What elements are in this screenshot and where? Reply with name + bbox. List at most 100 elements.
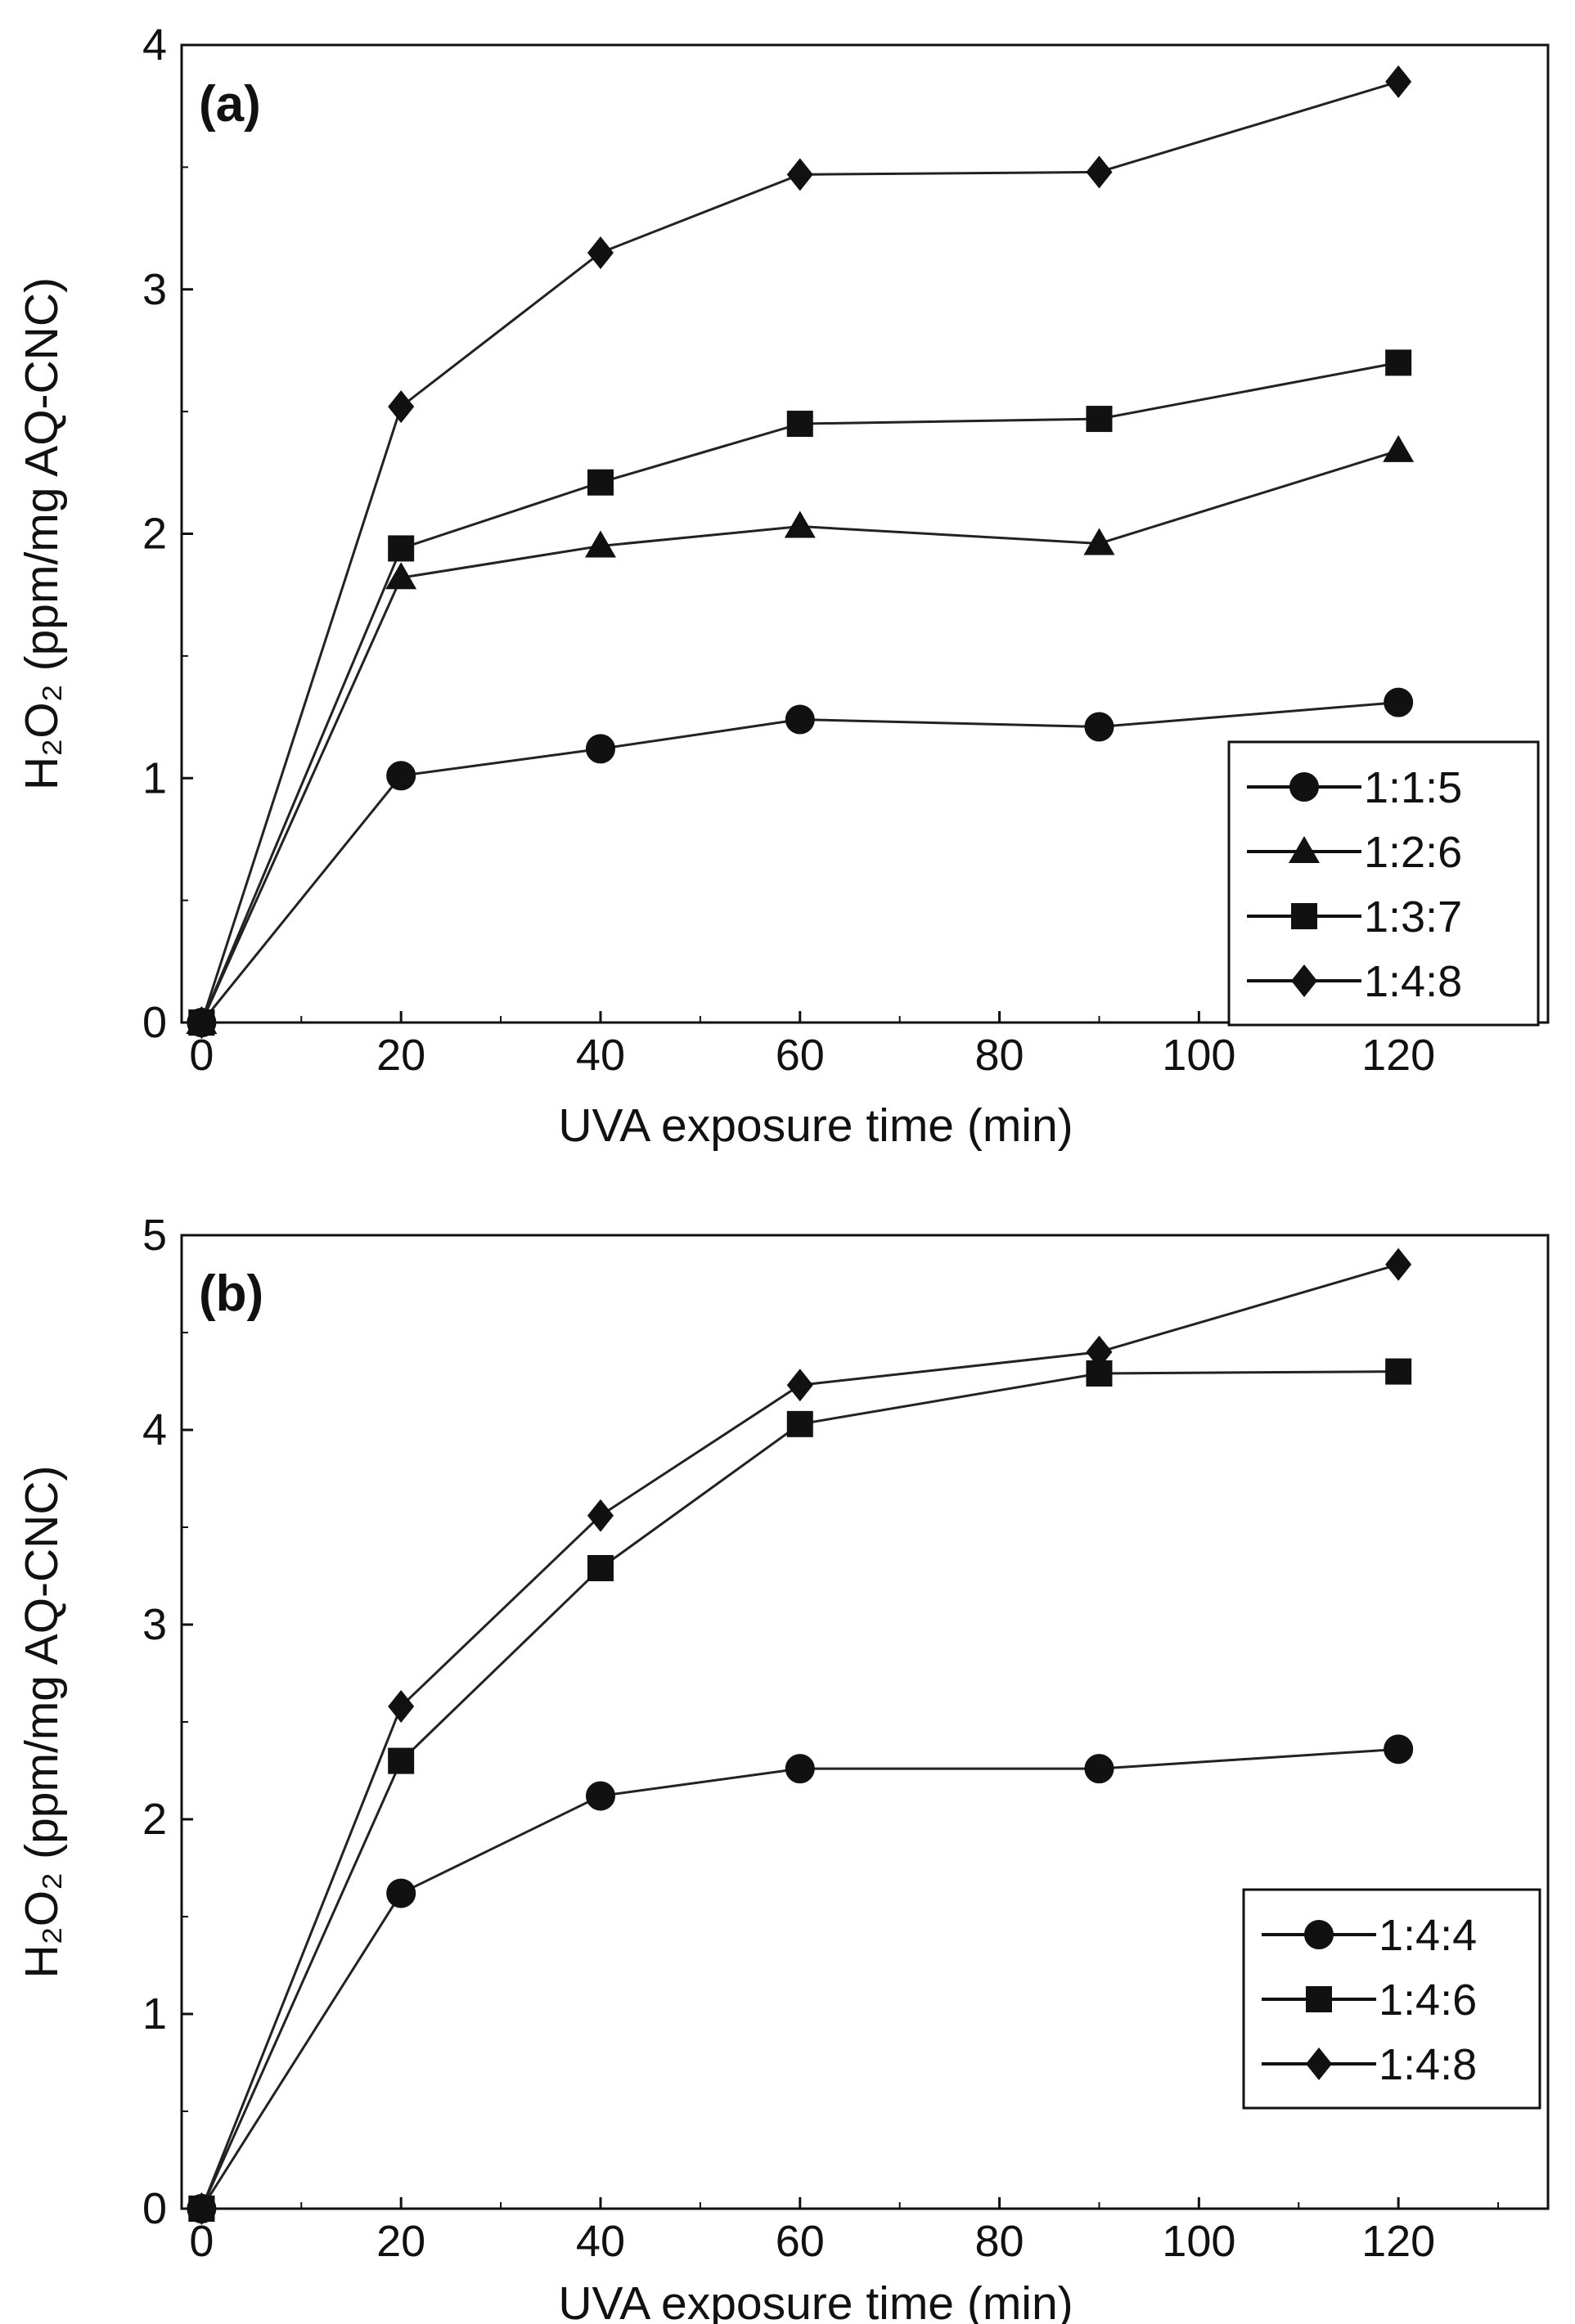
x-tick-label: 40 xyxy=(576,1031,625,1080)
legend-label: 1:4:8 xyxy=(1379,2040,1477,2089)
data-point xyxy=(386,1878,416,1908)
legend-marker-shape xyxy=(1306,2048,1332,2080)
legend-label: 1:4:6 xyxy=(1379,1976,1477,2025)
y-tick-label: 4 xyxy=(142,1405,167,1454)
data-point xyxy=(1084,712,1114,742)
legend-marker xyxy=(1289,772,1319,802)
legend-entry: 1:3:7 xyxy=(1247,892,1462,942)
data-point-shape xyxy=(785,1754,815,1784)
legend-marker xyxy=(1306,1986,1332,2012)
data-point xyxy=(587,469,614,496)
data-point xyxy=(388,1747,415,1774)
data-point xyxy=(388,1689,415,1723)
data-point xyxy=(584,530,616,558)
data-point-shape xyxy=(1385,349,1412,376)
data-point-shape xyxy=(1084,712,1114,742)
series-1-4-8 xyxy=(188,1247,1412,2225)
data-point-shape xyxy=(587,469,614,496)
data-point-shape xyxy=(786,158,813,191)
x-axis-title: UVA exposure time (min) xyxy=(558,1099,1073,1152)
data-point xyxy=(786,411,813,438)
series-line xyxy=(200,80,1399,1023)
data-point-shape xyxy=(1086,155,1113,189)
y-tick-label: 2 xyxy=(142,1795,167,1844)
y-tick-label: 3 xyxy=(142,265,167,314)
data-point xyxy=(1083,528,1115,555)
data-point xyxy=(1384,1734,1414,1764)
data-point xyxy=(585,734,615,764)
data-point xyxy=(1086,406,1113,433)
series-line xyxy=(200,361,1399,1023)
x-tick-label: 0 xyxy=(189,1031,214,1080)
data-point-shape xyxy=(1385,65,1412,98)
legend-marker xyxy=(1304,1920,1334,1949)
legend: 1:4:4 1:4:6 1:4:8 xyxy=(1242,1888,1541,2110)
legend-label: 1:4:4 xyxy=(1379,1911,1477,1960)
data-point xyxy=(587,1554,614,1581)
data-point-shape xyxy=(786,1369,813,1402)
data-point xyxy=(785,1754,815,1784)
x-tick-label: 60 xyxy=(776,1031,825,1080)
data-point xyxy=(786,1410,813,1437)
data-point-shape xyxy=(1384,687,1414,717)
origin-point xyxy=(188,2196,215,2222)
y-tick-label: 1 xyxy=(142,1989,167,2039)
y-tick-label: 3 xyxy=(142,1600,167,1649)
data-point xyxy=(785,704,815,735)
legend-marker xyxy=(1289,836,1320,863)
legend-marker-shape xyxy=(1306,1986,1332,2012)
origin-point xyxy=(188,1009,215,1036)
legend-label: 1:1:5 xyxy=(1364,763,1462,812)
data-point-shape xyxy=(388,390,415,424)
data-point xyxy=(1086,1335,1113,1369)
legend-marker xyxy=(1291,964,1317,997)
data-point-shape xyxy=(587,1554,614,1581)
legend-marker-shape xyxy=(1304,1920,1334,1949)
legend-entry: 1:4:4 xyxy=(1262,1911,1477,1960)
data-point-shape xyxy=(786,411,813,438)
legend-label: 1:3:7 xyxy=(1364,892,1462,942)
data-point xyxy=(1385,1358,1412,1385)
panel-label: (b) xyxy=(199,1265,263,1322)
data-point-shape xyxy=(584,530,616,558)
y-axis-title: H₂O₂ (ppm/mg AQ-CNC) xyxy=(16,1466,68,1979)
data-point xyxy=(784,510,816,538)
data-point-shape xyxy=(587,1499,614,1532)
data-point-shape xyxy=(1385,1247,1412,1281)
data-point-shape xyxy=(388,1747,415,1774)
data-point xyxy=(1086,155,1113,189)
legend-entry: 1:2:6 xyxy=(1247,828,1462,877)
data-point-shape xyxy=(1385,1358,1412,1385)
y-tick-label: 0 xyxy=(142,998,167,1047)
y-tick-label: 2 xyxy=(142,510,167,559)
legend-box xyxy=(1227,740,1540,1027)
data-point-shape xyxy=(585,1781,615,1811)
x-tick-label: 0 xyxy=(189,2217,214,2266)
data-point xyxy=(1383,434,1415,462)
data-point xyxy=(385,562,417,590)
data-point xyxy=(388,390,415,424)
data-point xyxy=(1385,349,1412,376)
legend-marker xyxy=(1291,903,1317,929)
data-point-shape xyxy=(1384,1734,1414,1764)
legend-entry: 1:4:6 xyxy=(1262,1976,1477,2025)
legend-entry: 1:4:8 xyxy=(1262,2040,1477,2089)
data-point xyxy=(1385,65,1412,98)
y-tick-label: 1 xyxy=(142,753,167,802)
data-point-shape xyxy=(786,1410,813,1437)
series-1-4-4 xyxy=(187,1734,1414,2223)
x-tick-label: 80 xyxy=(975,1031,1024,1080)
data-point-shape xyxy=(1083,528,1115,555)
data-point-shape xyxy=(386,761,416,791)
panel-label: (a) xyxy=(199,76,261,133)
legend-marker-shape xyxy=(1289,836,1320,863)
data-point-shape xyxy=(388,535,415,562)
x-tick-label: 100 xyxy=(1162,1031,1235,1080)
data-point xyxy=(585,1781,615,1811)
x-tick-label: 120 xyxy=(1361,1031,1435,1080)
chart-panel-b: 0 20 40 60 80 100 120 0 1 2 3 4 5 UVA exposure time (… xyxy=(16,1211,1550,2324)
data-point xyxy=(386,761,416,791)
y-tick-label: 5 xyxy=(142,1211,167,1260)
data-point-shape xyxy=(785,704,815,735)
